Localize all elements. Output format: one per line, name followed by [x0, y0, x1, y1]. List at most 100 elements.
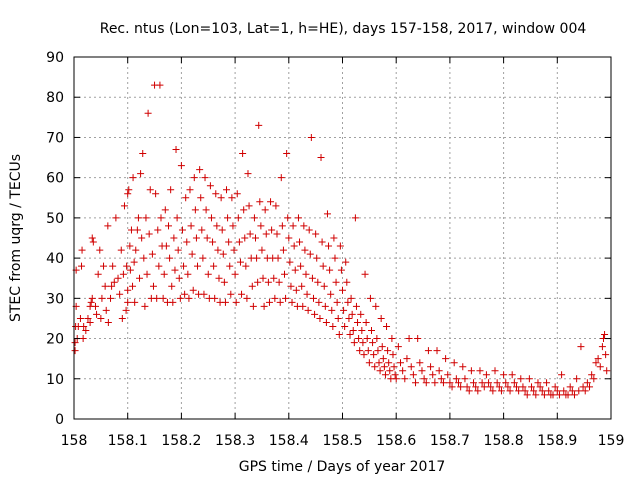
data-point	[252, 234, 260, 242]
data-point	[270, 274, 278, 282]
data-point	[307, 133, 315, 141]
data-point	[159, 294, 167, 302]
data-point	[504, 383, 512, 391]
data-point	[200, 290, 208, 298]
data-point	[172, 146, 180, 154]
data-point	[349, 327, 357, 335]
data-point	[185, 294, 193, 302]
x-tick-label: 159	[598, 433, 625, 449]
data-point	[427, 363, 435, 371]
data-point	[178, 226, 186, 234]
data-point	[256, 198, 264, 206]
data-point	[248, 282, 256, 290]
data-point	[568, 387, 576, 395]
data-point	[254, 278, 262, 286]
data-point	[528, 383, 536, 391]
data-point	[348, 310, 356, 318]
data-point	[594, 355, 602, 363]
data-point	[101, 282, 109, 290]
data-point	[124, 190, 132, 198]
data-point	[143, 270, 151, 278]
data-point	[226, 262, 234, 270]
data-point	[303, 290, 311, 298]
data-point	[350, 339, 358, 347]
data-point	[560, 387, 568, 395]
data-point	[480, 383, 488, 391]
data-point	[230, 246, 238, 254]
data-point	[210, 262, 218, 270]
data-point	[306, 250, 314, 258]
data-point	[161, 206, 169, 214]
data-point	[201, 174, 209, 182]
data-point	[124, 286, 132, 294]
data-point	[214, 246, 222, 254]
data-point	[279, 246, 287, 254]
data-point	[213, 222, 221, 230]
data-point	[273, 230, 281, 238]
data-point	[331, 254, 339, 262]
data-point	[245, 202, 253, 210]
data-point	[329, 322, 337, 330]
data-point	[538, 387, 546, 395]
data-point	[543, 379, 551, 387]
data-point	[296, 238, 304, 246]
data-point	[261, 206, 269, 214]
data-point	[412, 379, 420, 387]
data-point	[575, 387, 583, 395]
data-point	[497, 387, 505, 395]
data-point	[337, 266, 345, 274]
data-point	[116, 290, 124, 298]
data-point	[154, 226, 162, 234]
data-point	[184, 270, 192, 278]
data-point	[588, 371, 596, 379]
data-point	[133, 226, 141, 234]
data-point	[379, 355, 387, 363]
data-point	[344, 298, 352, 306]
data-point	[126, 266, 134, 274]
x-tick-labels: 158 158.1 158.2 158.3 158.4 158.5 158.6 158.7 15…	[61, 433, 625, 449]
data-point	[347, 294, 355, 302]
data-point	[521, 387, 529, 395]
data-point	[120, 202, 128, 210]
data-point	[198, 226, 206, 234]
data-point	[482, 371, 490, 379]
data-point	[217, 194, 225, 202]
data-point	[523, 391, 531, 399]
data-point	[553, 387, 561, 395]
data-point	[491, 367, 499, 375]
y-tick-label: 10	[46, 372, 64, 388]
data-point	[573, 375, 581, 383]
data-point	[281, 270, 289, 278]
data-point	[166, 254, 174, 262]
y-tick-label: 20	[46, 332, 64, 348]
data-point	[142, 214, 150, 222]
data-point	[312, 230, 320, 238]
data-point	[310, 294, 318, 302]
data-point	[192, 234, 200, 242]
data-point	[274, 254, 282, 262]
data-point	[153, 294, 161, 302]
data-point	[510, 379, 518, 387]
data-point	[232, 298, 240, 306]
data-point	[603, 367, 611, 375]
data-point	[119, 270, 127, 278]
data-point	[187, 222, 195, 230]
data-point	[97, 314, 105, 322]
data-point	[388, 335, 396, 343]
data-point	[403, 355, 411, 363]
data-point	[156, 81, 164, 89]
data-point	[330, 234, 338, 242]
x-tick-label: 158.1	[108, 433, 148, 449]
data-point	[108, 282, 116, 290]
data-point	[149, 282, 157, 290]
data-point	[420, 375, 428, 383]
data-point	[532, 391, 540, 399]
data-point	[362, 318, 370, 326]
data-point	[508, 371, 516, 379]
data-point	[377, 314, 385, 322]
data-point	[457, 383, 465, 391]
data-point	[500, 371, 508, 379]
data-point	[98, 294, 106, 302]
data-point	[189, 286, 197, 294]
data-point	[104, 318, 112, 326]
